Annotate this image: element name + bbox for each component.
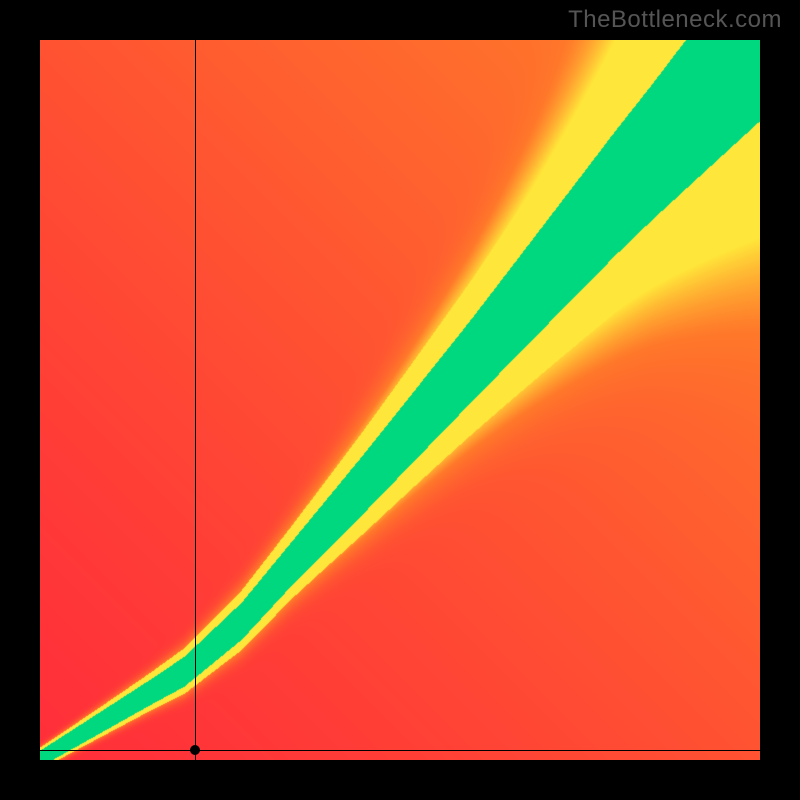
crosshair-horizontal	[40, 750, 760, 751]
crosshair-marker	[190, 745, 200, 755]
watermark-text: TheBottleneck.com	[568, 6, 782, 34]
heatmap-canvas	[40, 40, 760, 760]
crosshair-vertical	[195, 40, 196, 760]
heatmap-plot	[40, 40, 760, 760]
